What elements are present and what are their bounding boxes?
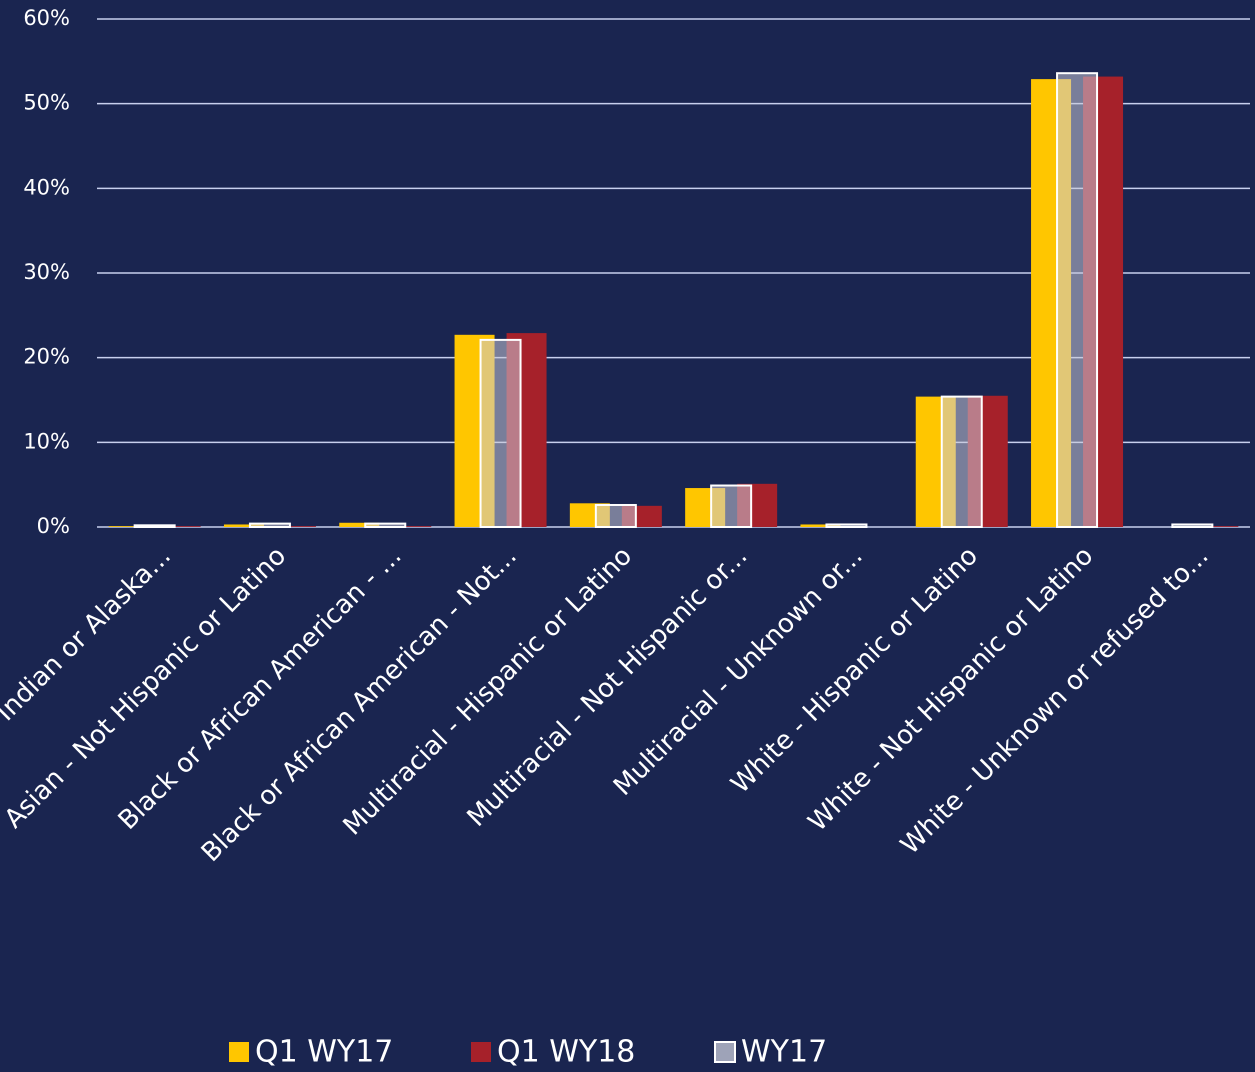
bar xyxy=(160,526,201,527)
bar xyxy=(710,484,753,529)
bar xyxy=(940,395,983,529)
bar xyxy=(364,522,407,529)
bar xyxy=(1198,526,1239,527)
y-tick-label: 30% xyxy=(23,260,70,284)
bar xyxy=(108,526,149,527)
y-tick-label: 0% xyxy=(37,514,70,538)
y-tick-label: 60% xyxy=(23,6,70,30)
bar xyxy=(133,524,176,528)
bar xyxy=(1056,72,1099,528)
bar xyxy=(479,338,522,528)
bar xyxy=(248,522,291,529)
y-tick-label: 10% xyxy=(23,429,70,453)
y-tick-label: 50% xyxy=(23,91,70,115)
bar xyxy=(339,522,380,527)
bar xyxy=(391,526,432,527)
bar xyxy=(825,523,868,529)
legend-swatch xyxy=(471,1042,491,1062)
legend-label: Q1 WY18 xyxy=(497,1035,635,1070)
x-tick-label: White - Hispanic or Latino xyxy=(725,541,984,800)
bar xyxy=(275,526,316,527)
bar xyxy=(594,503,637,528)
legend-label: Q1 WY17 xyxy=(255,1035,393,1070)
y-tick-label: 40% xyxy=(23,175,70,199)
x-tick-label: Multiracial - Unknown or... xyxy=(608,541,869,802)
legend-label: WY17 xyxy=(741,1035,827,1070)
legend-swatch xyxy=(229,1042,249,1062)
legend-swatch xyxy=(714,1041,736,1063)
bar xyxy=(800,524,841,527)
bar xyxy=(1171,523,1214,529)
y-tick-label: 20% xyxy=(23,345,70,369)
bar xyxy=(223,524,264,527)
